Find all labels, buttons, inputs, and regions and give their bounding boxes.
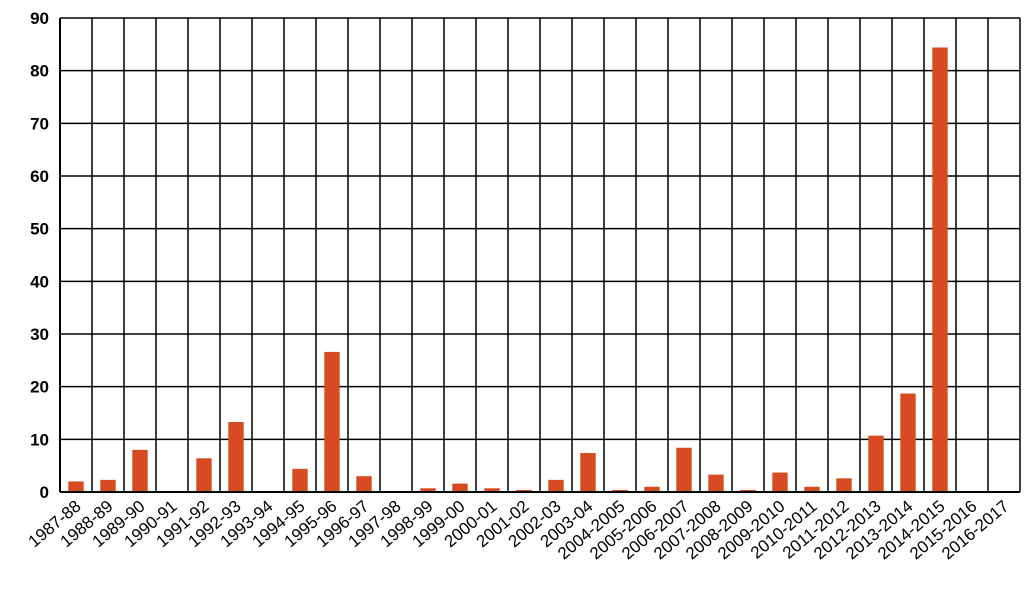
y-tick-label: 70: [30, 114, 49, 133]
y-tick-label: 20: [30, 378, 49, 397]
grid: [59, 17, 1021, 493]
bar-2003-04: [580, 453, 596, 492]
bar-2013-2014: [900, 393, 916, 492]
bar-1994-95: [292, 468, 308, 492]
bar-2011-2012: [836, 478, 852, 492]
y-tick-label: 80: [30, 62, 49, 81]
y-tick-label: 60: [30, 167, 49, 186]
y-tick-label: 30: [30, 325, 49, 344]
y-tick-label: 0: [40, 483, 49, 502]
bar-2009-2010: [772, 472, 788, 492]
bar-2006-2007: [676, 447, 692, 492]
bar-2014-2015: [932, 47, 948, 492]
bar-2010-2011: [804, 486, 820, 492]
bar-1992-93: [228, 421, 244, 492]
bar-2012-2013: [868, 435, 884, 492]
bar-2000-01: [484, 488, 500, 492]
bar-2001-02: [516, 489, 532, 492]
y-tick-label: 90: [30, 9, 49, 28]
bar-2008-2009: [740, 489, 756, 492]
x-tick-labels: 1987-881988-891989-901990-911991-921992-…: [25, 497, 1013, 564]
axes: [59, 18, 1020, 493]
y-tick-label: 10: [30, 430, 49, 449]
y-tick-label: 50: [30, 220, 49, 239]
bars: [68, 47, 948, 492]
y-tick-labels: 0 10 20 30 40 50 60 70 80 90: [30, 9, 49, 502]
bar-2004-2005: [612, 489, 628, 492]
bar-1989-90: [132, 449, 148, 492]
bar-1991-92: [196, 458, 212, 492]
bar-1998-99: [420, 488, 436, 492]
bar-1995-96: [324, 351, 340, 492]
y-tick-label: 40: [30, 272, 49, 291]
bar-1999-00: [452, 483, 468, 492]
bar-2002-03: [548, 479, 564, 492]
bar-2005-2006: [644, 486, 660, 492]
bar-1996-97: [356, 476, 372, 492]
bar-1987-88: [68, 481, 84, 492]
bar-1988-89: [100, 479, 116, 492]
bar-2007-2008: [708, 474, 724, 492]
